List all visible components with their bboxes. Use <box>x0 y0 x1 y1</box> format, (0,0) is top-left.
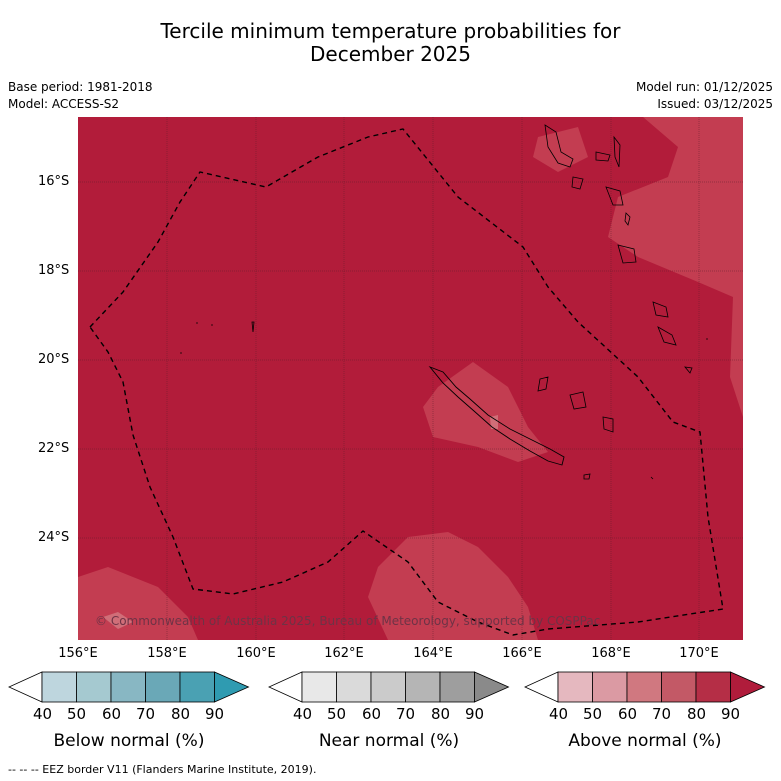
tick: 90 <box>205 705 225 723</box>
colorbar-label-above: Above normal (%) <box>568 731 722 751</box>
copyright-notice: © Commonwealth of Australia 2025, Bureau… <box>95 614 601 628</box>
region-70-80-northeast <box>608 117 743 417</box>
lon-label-160e: 160°E <box>236 646 276 661</box>
base-period: Base period: 1981-2018 <box>8 80 153 94</box>
vanuatu-espiritu-santo <box>544 124 574 168</box>
colorbar-segment <box>405 671 441 703</box>
lon-label-170e: 170°E <box>679 646 719 661</box>
tick: 60 <box>618 705 638 723</box>
eez-border <box>89 128 724 636</box>
region-70-80-southwest <box>78 567 198 640</box>
tick: 40 <box>33 705 53 723</box>
region-60-70-sw <box>103 612 133 629</box>
colorbar-segment <box>626 671 662 703</box>
colorbar-above <box>524 671 766 703</box>
colorbar-below <box>8 671 250 703</box>
loyalty-islands <box>537 376 614 433</box>
tick: 90 <box>721 705 741 723</box>
colorbar-high-extend <box>730 671 766 703</box>
title-line-2: December 2025 <box>310 42 471 66</box>
colorbar-segment <box>557 671 593 703</box>
lat-label-24s: 24°S <box>38 530 70 545</box>
colorbar-segment <box>301 671 337 703</box>
colorbar-segment <box>370 671 406 703</box>
colorbar-segment <box>592 671 628 703</box>
tick: 80 <box>687 705 707 723</box>
small-islets <box>180 321 708 480</box>
tick: 50 <box>327 705 347 723</box>
model-run: Model run: 01/12/2025 <box>635 80 773 94</box>
tick: 80 <box>171 705 191 723</box>
tick: 60 <box>362 705 382 723</box>
colorbar-low-extend <box>524 671 559 703</box>
colorbar-segment <box>336 671 372 703</box>
colorbar-segment <box>179 671 215 703</box>
graticule <box>78 117 743 640</box>
region-70-80-newcaledonia <box>423 362 548 462</box>
tick: 70 <box>652 705 672 723</box>
tick: 80 <box>431 705 451 723</box>
meta-left: Base period: 1981-2018 Model: ACCESS-S2 <box>8 79 153 113</box>
colorbar-near <box>268 671 510 703</box>
colorbar-low-extend <box>268 671 303 703</box>
region-60-70-small <box>490 415 498 429</box>
colorbar-high-extend <box>474 671 510 703</box>
colorbar-segment <box>110 671 146 703</box>
lon-label-166e: 166°E <box>502 646 542 661</box>
lon-label-164e: 164°E <box>413 646 453 661</box>
model-name: Model: ACCESS-S2 <box>8 97 120 111</box>
colorbar-segment <box>439 671 475 703</box>
tick: 50 <box>583 705 603 723</box>
colorbar-segment <box>145 671 181 703</box>
lat-label-20s: 20°S <box>38 352 70 367</box>
title-line-1: Tercile minimum temperature probabilitie… <box>160 19 621 43</box>
new-caledonia-island <box>428 365 565 466</box>
lat-label-18s: 18°S <box>38 263 70 278</box>
vanuatu-islands <box>571 135 693 374</box>
colorbar-segment <box>76 671 112 703</box>
map-title: Tercile minimum temperature probabilitie… <box>0 20 781 66</box>
colorbar-label-below: Below normal (%) <box>53 731 205 751</box>
tick: 40 <box>549 705 569 723</box>
tick: 50 <box>67 705 87 723</box>
tick: 70 <box>136 705 156 723</box>
colorbar-label-near: Near normal (%) <box>318 731 460 751</box>
tick: 90 <box>465 705 485 723</box>
colorbar-high-extend <box>214 671 250 703</box>
colorbar-low-extend <box>8 671 43 703</box>
map-panel: © Commonwealth of Australia 2025, Bureau… <box>78 117 743 640</box>
eez-footnote: -- -- -- EEZ border V11 (Flanders Marine… <box>8 763 317 776</box>
lon-label-158e: 158°E <box>147 646 187 661</box>
tick: 40 <box>293 705 313 723</box>
tick: 70 <box>396 705 416 723</box>
meta-right: Model run: 01/12/2025 Issued: 03/12/2025 <box>636 79 773 113</box>
lon-label-168e: 168°E <box>591 646 631 661</box>
isle-of-pines <box>583 473 591 480</box>
lon-label-156e: 156°E <box>58 646 98 661</box>
map-svg <box>78 117 743 640</box>
colorbar-segment <box>41 671 77 703</box>
lat-label-22s: 22°S <box>38 441 70 456</box>
tick: 60 <box>102 705 122 723</box>
region-70-80-south <box>368 532 538 640</box>
colorbar-segment <box>661 671 697 703</box>
lat-label-16s: 16°S <box>38 174 70 189</box>
colorbar-segment <box>695 671 731 703</box>
lon-label-162e: 162°E <box>324 646 364 661</box>
issued-date: Issued: 03/12/2025 <box>657 97 773 111</box>
